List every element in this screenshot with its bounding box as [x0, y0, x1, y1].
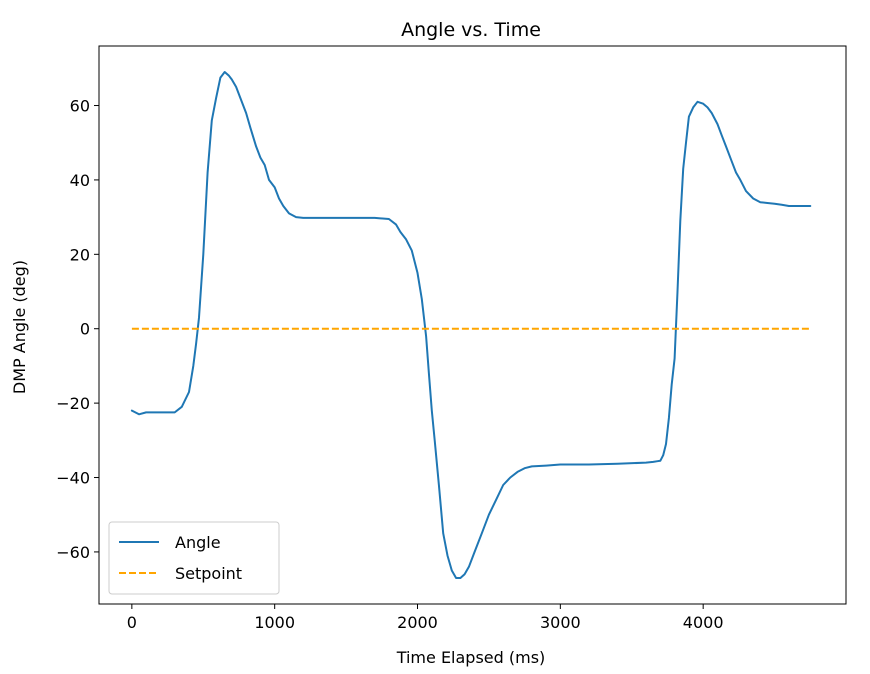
x-tick-label: 3000 [540, 613, 581, 632]
legend-box [108, 521, 280, 595]
y-axis: −60 −40 −20 0 20 40 60 [56, 97, 99, 562]
x-tick-label: 4000 [683, 613, 724, 632]
y-tick-label: −60 [56, 543, 90, 562]
chart-title: Angle vs. Time [401, 19, 541, 41]
x-axis-label: Time Elapsed (ms) [396, 648, 546, 667]
x-tick-label: 0 [127, 613, 137, 632]
y-axis-label: DMP Angle (deg) [10, 260, 29, 394]
plot-area [98, 45, 847, 605]
y-tick-label: 60 [70, 97, 90, 116]
y-tick-label: −40 [56, 469, 90, 488]
y-tick-label: 40 [70, 171, 90, 190]
y-tick-label: 0 [80, 320, 90, 339]
y-tick-label: −20 [56, 394, 90, 413]
plot-frame [98, 45, 847, 605]
x-tick-label: 2000 [397, 613, 438, 632]
x-axis: 0 1000 2000 3000 4000 [127, 604, 724, 632]
y-tick-label: 20 [70, 245, 90, 264]
series-line-angle [130, 71, 812, 579]
legend-label-angle: Angle [175, 533, 221, 552]
x-tick-label: 1000 [254, 613, 295, 632]
legend: Angle Setpoint [108, 521, 280, 595]
legend-label-setpoint: Setpoint [175, 564, 242, 583]
